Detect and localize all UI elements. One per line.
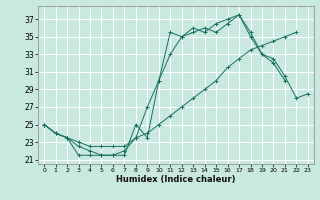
X-axis label: Humidex (Indice chaleur): Humidex (Indice chaleur): [116, 175, 236, 184]
